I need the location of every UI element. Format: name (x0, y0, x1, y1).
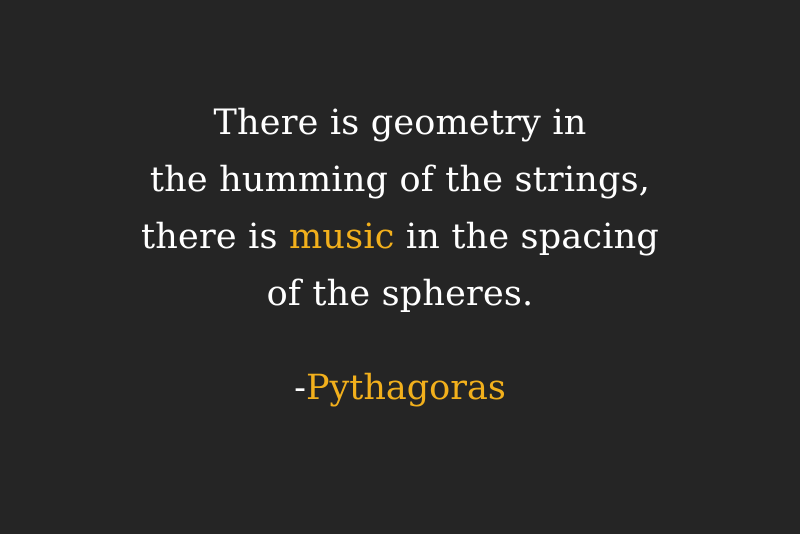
quote-text: There is geometry in the humming of the … (0, 95, 800, 323)
quote-line-4: of the spheres. (266, 274, 534, 314)
author-name: Pythagoras (305, 368, 506, 408)
quote-line-2: the humming of the strings, (149, 160, 651, 200)
highlighted-word: music (289, 217, 395, 257)
attribution-dash: - (294, 368, 306, 408)
attribution: -Pythagoras (0, 360, 800, 417)
quote-line-3-start: there is (141, 217, 290, 257)
quote-line-3: there is music in the spacing (0, 209, 800, 266)
quote-line-1: There is geometry in (213, 103, 587, 143)
quote-line-3-end: in the spacing (394, 217, 659, 257)
